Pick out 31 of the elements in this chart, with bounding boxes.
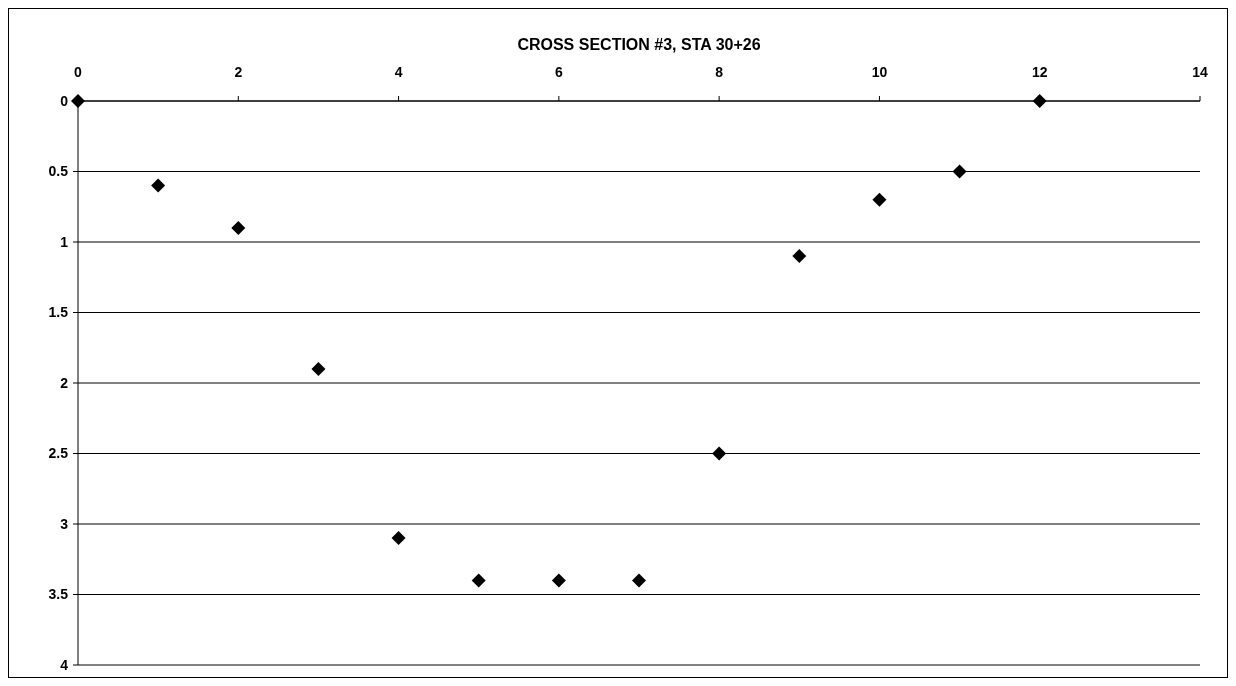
x-tick-label: 10: [871, 64, 888, 80]
point: [71, 94, 85, 108]
x-tick-label: 2: [234, 64, 243, 80]
y-tick-label: 1: [60, 233, 69, 250]
point: [872, 192, 887, 207]
y-tick-label: 3.5: [48, 586, 69, 603]
y-tick-label: 2.5: [48, 445, 69, 462]
point: [391, 531, 406, 546]
y-tick-label: 3: [60, 515, 69, 532]
x-tick-label: 4: [394, 64, 403, 80]
x-tick-label: 14: [1192, 64, 1208, 80]
point: [792, 249, 807, 264]
point: [311, 361, 326, 376]
y-tick-label: 0: [60, 92, 69, 109]
y-tick-label: 2: [60, 374, 69, 391]
point: [231, 220, 246, 235]
point: [151, 178, 166, 193]
point: [1032, 94, 1047, 108]
y-tick-label: 4: [60, 656, 69, 673]
x-tick-label: 0: [74, 64, 83, 80]
point: [551, 573, 566, 588]
y-tick-label: 1.5: [48, 304, 69, 321]
chart-title: CROSS SECTION #3, STA 30+26: [517, 36, 761, 53]
x-tick-label: 6: [554, 64, 563, 80]
x-tick-label: 8: [715, 64, 724, 80]
x-tick-label: 12: [1031, 64, 1048, 80]
point: [471, 573, 486, 588]
point: [952, 164, 967, 179]
point: [712, 446, 727, 461]
point: [632, 573, 646, 588]
y-tick-label: 0.5: [48, 163, 69, 180]
